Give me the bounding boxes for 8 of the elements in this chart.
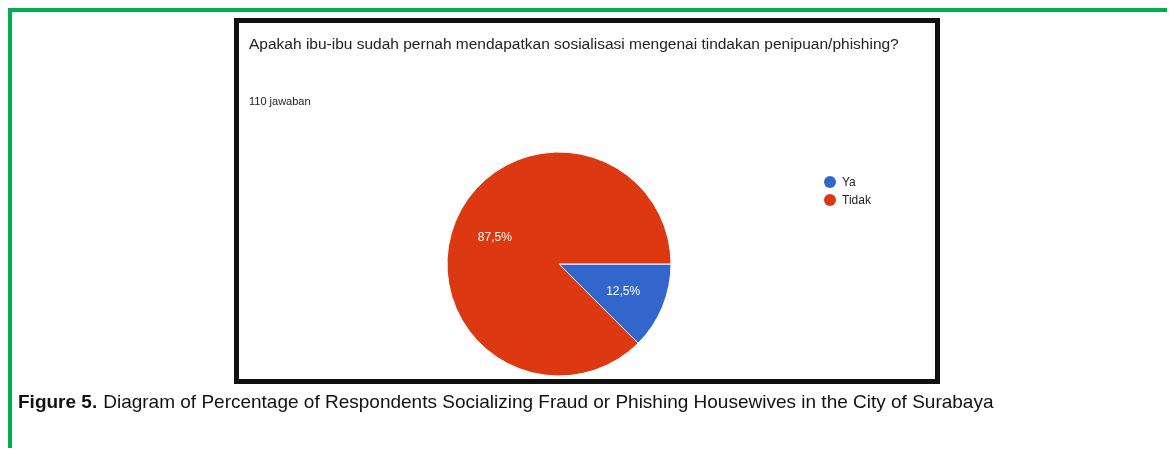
chart-title: Apakah ibu-ibu sudah pernah mendapatkan sosialisasi mengenai tindakan penipuan/phishing?	[249, 34, 900, 54]
legend-label: Tidak	[842, 193, 871, 207]
legend-label: Ya	[842, 175, 856, 189]
caption: Figure 5. Diagram of Percentage of Respondents Socializing Fraud or Phishing Housewives in the City of Surabaya	[18, 390, 995, 413]
text: 110 jawaban	[249, 95, 311, 107]
data-label: 12,5%	[606, 283, 641, 298]
data-label: 87,5%	[477, 230, 513, 245]
pie-slice	[446, 151, 672, 377]
